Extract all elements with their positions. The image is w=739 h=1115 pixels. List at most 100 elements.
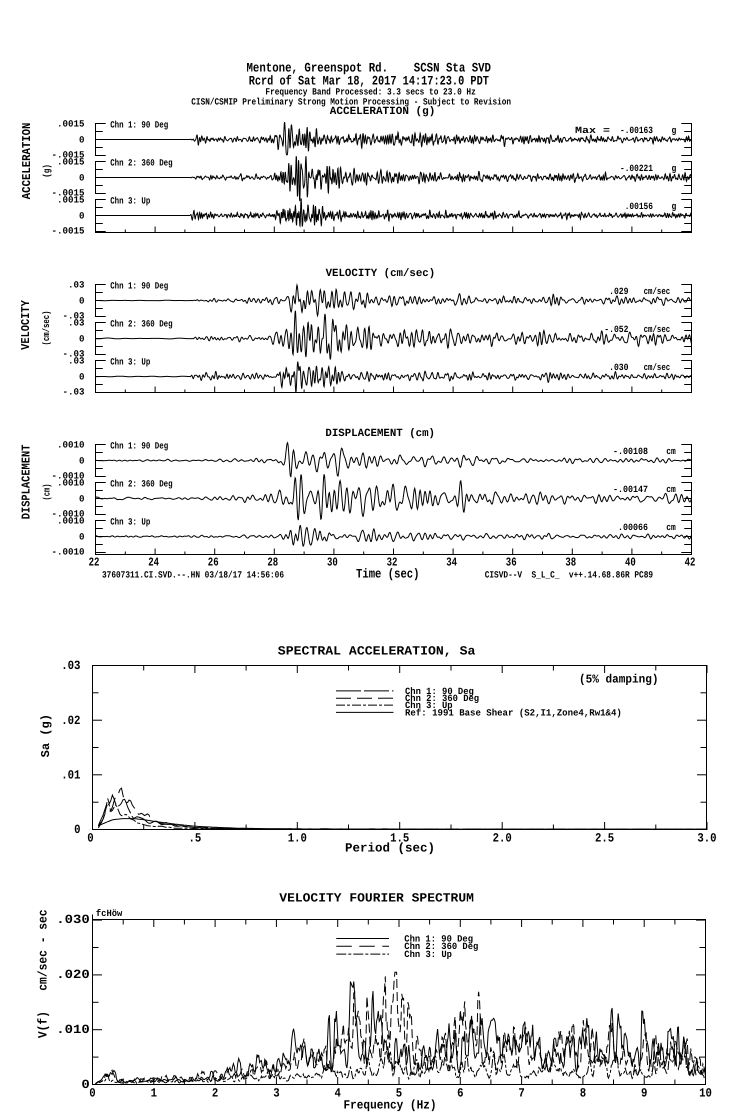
svg-text:0: 0: [79, 135, 85, 146]
svg-text:0: 0: [79, 532, 85, 543]
svg-text:-.0010: -.0010: [52, 508, 85, 519]
svg-text:8: 8: [580, 1087, 586, 1101]
svg-text:34: 34: [446, 556, 457, 570]
svg-text:(g): (g): [41, 164, 52, 178]
svg-text:-.0010: -.0010: [52, 546, 85, 557]
svg-text:.0015: .0015: [57, 156, 85, 167]
svg-text:Chn 3: Up: Chn 3: Up: [404, 949, 452, 960]
svg-text:.5: .5: [189, 832, 202, 846]
svg-text:Chn 2: 360 Deg: Chn 2: 360 Deg: [110, 158, 173, 169]
svg-text:cm/sec: cm/sec: [644, 362, 671, 373]
svg-text:-.052: -.052: [604, 324, 628, 335]
svg-text:26: 26: [208, 556, 219, 570]
svg-text:0: 0: [79, 334, 85, 345]
svg-text:.030: .030: [609, 362, 629, 373]
svg-text:cm: cm: [666, 522, 676, 533]
svg-text:5: 5: [396, 1087, 402, 1101]
svg-text:Chn 3: Up: Chn 3: Up: [110, 517, 150, 528]
svg-text:0: 0: [79, 211, 85, 222]
svg-text:42: 42: [685, 556, 696, 570]
svg-text:.03: .03: [68, 317, 85, 328]
svg-text:DISPLACEMENT: DISPLACEMENT: [19, 445, 33, 520]
svg-text:Rcrd of Sat Mar 18, 2017 14:17: Rcrd of Sat Mar 18, 2017 14:17:23.0 PDT: [249, 73, 489, 88]
svg-text:-.00108: -.00108: [613, 446, 648, 457]
svg-text:cm/sec: cm/sec: [644, 286, 671, 297]
svg-text:0: 0: [74, 823, 80, 837]
svg-text:(cm): (cm): [41, 484, 52, 501]
svg-text:Chn 1: 90 Deg: Chn 1: 90 Deg: [110, 120, 168, 131]
svg-text:Max =: Max =: [575, 125, 610, 136]
svg-text:DISPLACEMENT (cm): DISPLACEMENT (cm): [325, 428, 435, 440]
svg-text:-.0015: -.0015: [52, 149, 85, 160]
svg-text:V(f) cm/sec - sec: V(f) cm/sec - sec: [37, 909, 51, 1038]
svg-text:.0010: .0010: [57, 477, 85, 488]
svg-text:g: g: [672, 201, 677, 212]
svg-text:0: 0: [81, 1078, 89, 1092]
svg-text:.030: .030: [56, 913, 90, 927]
svg-text:2: 2: [212, 1087, 218, 1101]
svg-text:3.0: 3.0: [697, 832, 716, 846]
svg-text:Chn 3: Up: Chn 3: Up: [405, 700, 453, 711]
svg-text:Time (sec): Time (sec): [356, 567, 420, 582]
svg-text:37607311.CI.SVD.--.HN 03/18/17: 37607311.CI.SVD.--.HN 03/18/17 14:56:06: [102, 569, 284, 580]
svg-text:(5% damping): (5% damping): [579, 673, 659, 687]
svg-text:.020: .020: [56, 968, 90, 982]
svg-text:-.0015: -.0015: [52, 187, 85, 198]
svg-text:-.03: -.03: [63, 310, 85, 321]
svg-text:-.00147: -.00147: [613, 484, 648, 495]
svg-text:-.00221: -.00221: [620, 163, 653, 174]
svg-text:.029: .029: [609, 286, 629, 297]
svg-text:SPECTRAL ACCELERATION, Sa: SPECTRAL ACCELERATION, Sa: [278, 644, 476, 658]
svg-text:6: 6: [457, 1087, 463, 1101]
svg-text:VELOCITY: VELOCITY: [19, 299, 33, 349]
svg-text:0: 0: [79, 296, 85, 307]
svg-text:28: 28: [267, 556, 278, 570]
svg-text:Chn 2: 360 Deg: Chn 2: 360 Deg: [110, 479, 173, 490]
svg-text:0: 0: [87, 832, 93, 846]
svg-text:32: 32: [387, 556, 398, 570]
svg-text:7: 7: [518, 1087, 524, 1101]
svg-text:-.03: -.03: [63, 348, 85, 359]
svg-text:0: 0: [89, 1087, 95, 1101]
svg-text:2.5: 2.5: [595, 832, 614, 846]
svg-text:Sa (g): Sa (g): [39, 714, 53, 757]
svg-text:cm/sec: cm/sec: [644, 324, 671, 335]
svg-text:.00066: .00066: [618, 522, 648, 533]
svg-text:Chn 2: 360 Deg: Chn 2: 360 Deg: [110, 319, 173, 330]
svg-text:4: 4: [335, 1087, 342, 1101]
svg-text:CISN/CSMIP Preliminary Strong: CISN/CSMIP Preliminary Strong Motion Pro…: [191, 96, 511, 107]
svg-text:-.00163: -.00163: [620, 125, 653, 136]
svg-text:Chn 2: 360 Deg: Chn 2: 360 Deg: [404, 941, 478, 952]
svg-text:.02: .02: [61, 714, 80, 728]
svg-text:Period (sec): Period (sec): [345, 842, 435, 856]
svg-text:-.03: -.03: [63, 386, 85, 397]
svg-text:Chn 1: 90 Deg: Chn 1: 90 Deg: [404, 933, 473, 944]
svg-text:.0015: .0015: [57, 118, 85, 129]
svg-text:Chn 1: 90 Deg: Chn 1: 90 Deg: [110, 281, 168, 292]
svg-text:-.0010: -.0010: [52, 470, 85, 481]
svg-text:9: 9: [641, 1087, 647, 1101]
svg-text:0: 0: [79, 372, 85, 383]
svg-text:ACCELERATION: ACCELERATION: [20, 123, 34, 200]
svg-text:cm: cm: [666, 484, 676, 495]
svg-text:Ref: 1991 Base Shear (S2,I1,Zo: Ref: 1991 Base Shear (S2,I1,Zone4,Rw1&4): [405, 707, 622, 718]
svg-text:.0010: .0010: [57, 515, 85, 526]
svg-text:10: 10: [699, 1087, 712, 1101]
svg-text:22: 22: [89, 556, 100, 570]
svg-text:Chn 2: 360 Deg: Chn 2: 360 Deg: [405, 693, 479, 704]
svg-text:40: 40: [625, 556, 636, 570]
svg-text:Mentone, Greenspot Rd. SCSN: Mentone, Greenspot Rd. SCSN Sta SVD: [247, 60, 492, 75]
svg-text:Frequency Band Processed: 3.3: Frequency Band Processed: 3.3 secs to 23…: [265, 87, 475, 98]
svg-text:Chn 1: 90 Deg: Chn 1: 90 Deg: [405, 686, 474, 697]
svg-text:(cm/sec): (cm/sec): [41, 310, 52, 345]
svg-text:g: g: [672, 163, 677, 174]
svg-text:0: 0: [79, 456, 85, 467]
svg-text:.00156: .00156: [625, 201, 654, 212]
svg-text:cm: cm: [666, 446, 676, 457]
svg-text:.0010: .0010: [57, 439, 85, 450]
svg-text:CISVD--V S_L_C_ v++.14.68.86: CISVD--V S_L_C_ v++.14.68.86R PC89: [485, 569, 654, 580]
svg-text:1.5: 1.5: [390, 832, 409, 846]
svg-text:Chn 3: Up: Chn 3: Up: [110, 357, 150, 368]
svg-text:2.0: 2.0: [493, 832, 512, 846]
svg-text:.010: .010: [56, 1023, 90, 1037]
